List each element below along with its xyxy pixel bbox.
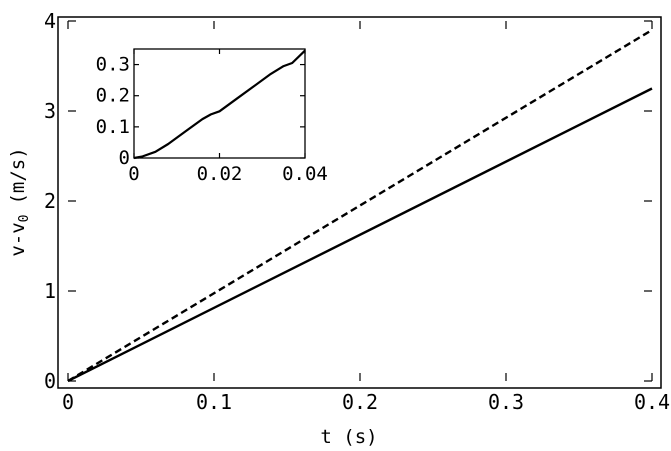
inset-y-tick-label: 0.3 (96, 54, 130, 76)
inset-series-group (133, 49, 306, 160)
inset-x-tick-label: 0.04 (282, 163, 328, 185)
main-x-tick-label: 0.4 (634, 390, 670, 414)
y-axis-label-subscript: 0 (17, 215, 32, 223)
main-series-solid-line (67, 87, 653, 383)
main-x-tick-label: 0 (62, 390, 74, 414)
x-axis-label: t (s) (320, 426, 377, 448)
inset-y-tick-label: 0 (119, 147, 130, 169)
main-y-tick-label: 0 (44, 369, 56, 393)
main-axis-ticks: 0 0.1 0.2 0.3 0.4 0 1 2 3 4 (44, 9, 670, 414)
y-axis-label-main: v-v (7, 222, 29, 256)
main-x-tick-label: 0.2 (342, 390, 378, 414)
main-series-dashed-line (67, 28, 653, 383)
main-y-tick-label: 1 (44, 279, 56, 303)
main-y-tick-label: 4 (44, 9, 56, 33)
main-y-tick-label: 3 (44, 99, 56, 123)
inset-y-tick-label: 0.1 (96, 116, 130, 138)
inset-y-tick-label: 0.2 (96, 85, 130, 107)
main-series-group (67, 28, 653, 383)
inset-series-solid-line (133, 49, 306, 160)
inset-background (134, 49, 305, 158)
main-x-tick-label: 0.3 (488, 390, 524, 414)
main-y-tick-label: 2 (44, 189, 56, 213)
main-x-tick-label: 0.1 (196, 390, 232, 414)
y-axis-label: v-v0 (m/s) (7, 147, 32, 256)
inset-x-tick-label: 0 (128, 163, 139, 185)
main-plot-frame (57, 16, 662, 389)
y-axis-label-units: (m/s) (7, 147, 29, 204)
inset-x-tick-label: 0.02 (197, 163, 243, 185)
inset-axis-ticks: 0 0.02 0.04 0 0.1 0.2 0.3 (96, 49, 328, 185)
